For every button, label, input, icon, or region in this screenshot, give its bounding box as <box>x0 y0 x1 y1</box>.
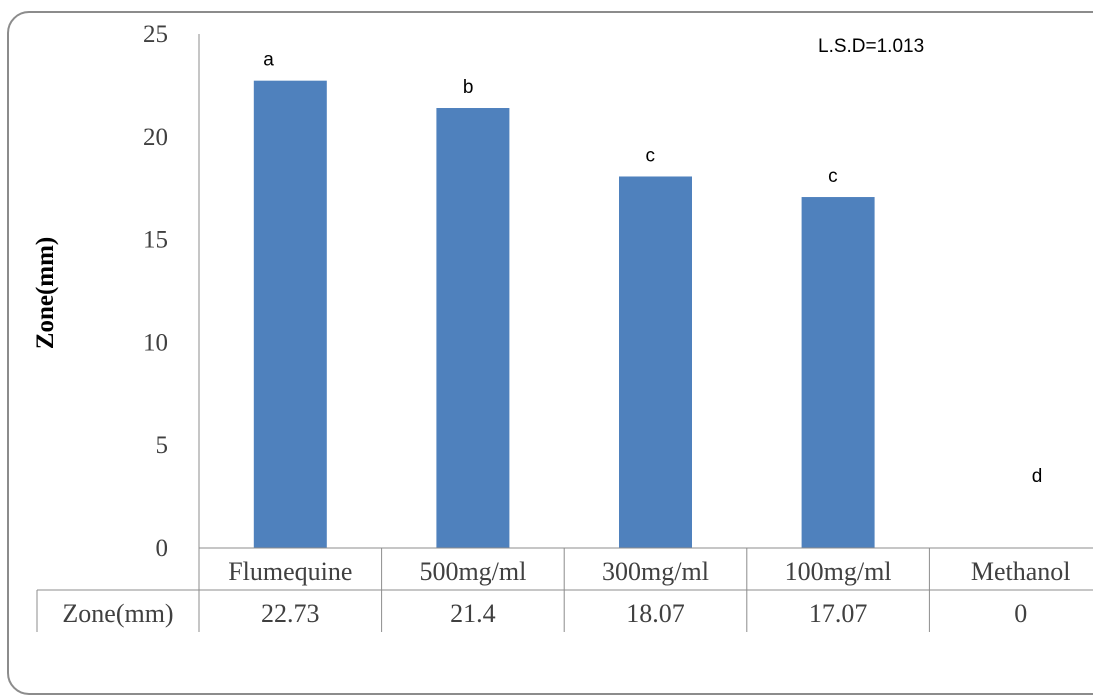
y-tick-label: 15 <box>143 227 168 254</box>
bar-500mg-ml <box>436 108 510 549</box>
y-tick-label: 20 <box>143 124 168 151</box>
table-value-cell: 17.07 <box>809 599 868 628</box>
x-category-label: 300mg/ml <box>602 557 709 586</box>
y-tick-label: 5 <box>156 432 169 459</box>
chart-frame <box>7 11 1093 695</box>
lsd-annotation: L.S.D=1.013 <box>818 36 924 57</box>
table-value-cell: 22.73 <box>261 599 320 628</box>
significance-letter: c <box>646 145 656 166</box>
table-value-cell: 0 <box>1014 599 1027 628</box>
bar-chart: 0 5 10 15 20 25 a b c c d Flumequine 500mg/ml 300mg… <box>32 21 1093 632</box>
table-value-cell: 21.4 <box>450 599 496 628</box>
significance-letter: a <box>263 50 274 71</box>
bar-100mg-ml <box>801 197 875 548</box>
x-category-label: Methanol <box>971 557 1071 586</box>
bar-flumequine <box>253 80 327 548</box>
y-axis-label: Zone(mm) <box>32 237 59 349</box>
significance-letter: d <box>1032 466 1043 487</box>
significance-letter: c <box>828 166 838 187</box>
table-row-label: Zone(mm) <box>62 599 173 628</box>
x-category-label: 100mg/ml <box>785 557 892 586</box>
bar-300mg-ml <box>619 176 692 548</box>
y-tick-label: 10 <box>143 329 168 356</box>
x-category-label: 500mg/ml <box>419 557 526 586</box>
significance-letter: b <box>463 77 474 98</box>
y-tick-label: 0 <box>156 535 169 562</box>
table-value-cell: 18.07 <box>626 599 685 628</box>
x-category-label: Flumequine <box>228 557 352 586</box>
y-tick-label: 25 <box>143 21 168 48</box>
